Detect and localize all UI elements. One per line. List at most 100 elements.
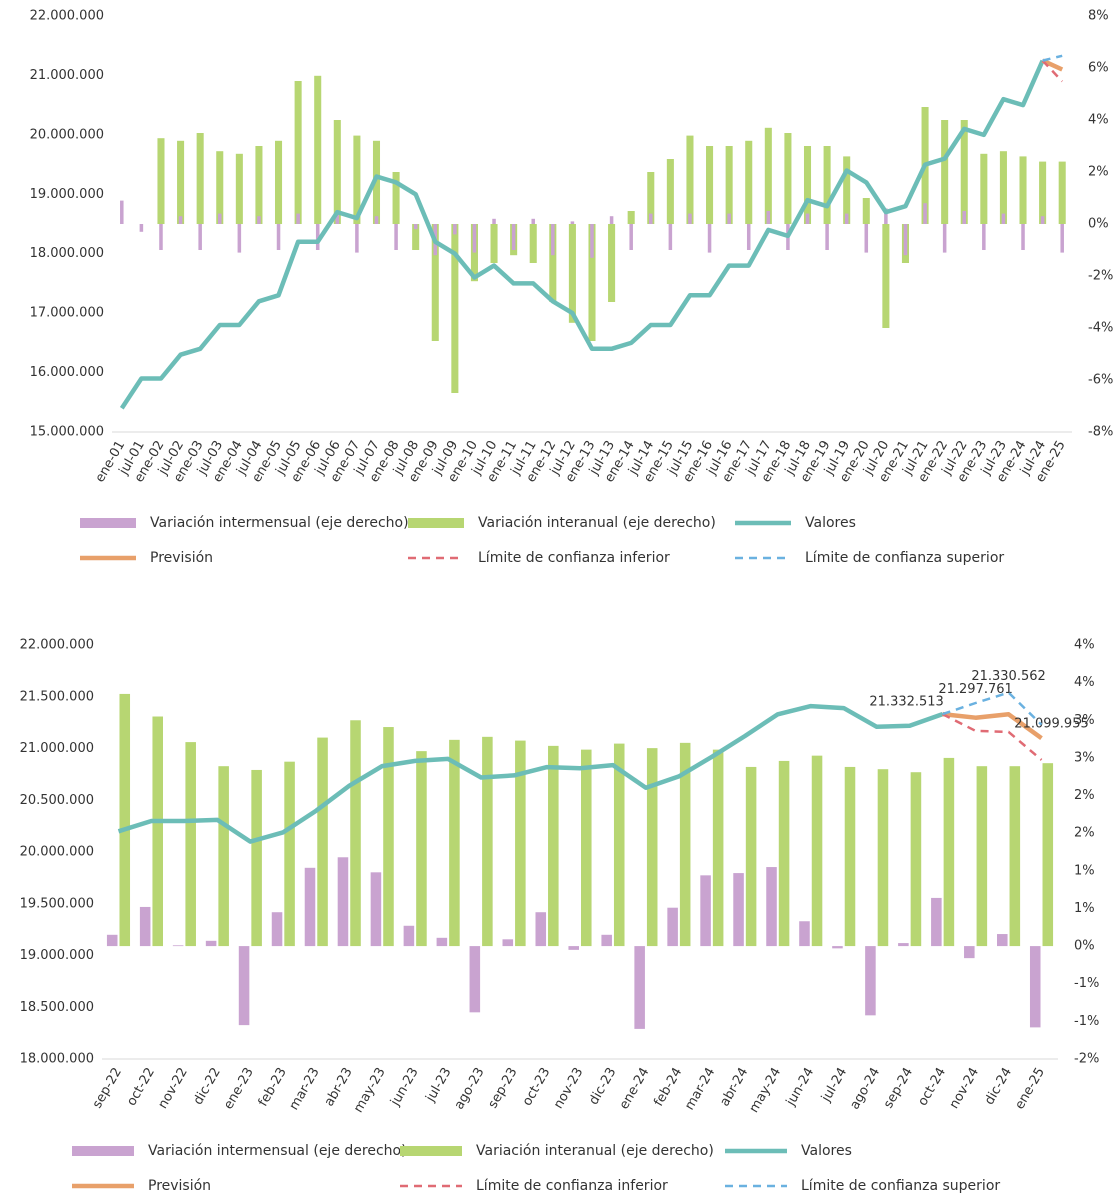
bar: [884, 208, 888, 224]
legend-label: Variación interanual (eje derecho): [478, 515, 716, 531]
bar: [294, 81, 302, 224]
bar: [568, 946, 579, 950]
y-tick-label: 21.000.000: [30, 68, 104, 83]
bar: [139, 224, 144, 232]
y-tick-label: 18.500.000: [20, 1000, 94, 1015]
bar: [864, 224, 869, 253]
bar: [964, 946, 975, 959]
y2-tick-label: 2%: [1088, 165, 1109, 180]
bar: [799, 921, 810, 947]
bar: [825, 224, 829, 250]
bar: [315, 224, 320, 250]
bar: [120, 200, 124, 224]
y-tick-label: 19.500.000: [20, 896, 94, 911]
bar: [492, 218, 496, 224]
bar: [629, 224, 633, 250]
y2-tick-label: 4%: [1074, 638, 1095, 653]
bar: [941, 120, 949, 224]
bar: [453, 224, 457, 235]
bar: [634, 946, 645, 1029]
bar: [413, 224, 418, 230]
line: [119, 59, 1045, 410]
y2-tick-label: 6%: [1088, 61, 1109, 76]
bar: [139, 906, 151, 947]
bar: [412, 224, 420, 250]
bar: [997, 934, 1008, 947]
bar: [296, 213, 300, 224]
bar: [196, 133, 204, 224]
bar: [746, 224, 751, 250]
bar: [745, 140, 753, 224]
y2-tick-label: -4%: [1088, 321, 1113, 336]
x-tick-label: abr-23: [322, 1065, 356, 1109]
y-tick-label: 18.000.000: [30, 246, 104, 261]
bar: [706, 146, 714, 224]
bar: [119, 693, 131, 947]
bar: [733, 873, 744, 947]
y-tick-label: 15.000.000: [30, 425, 104, 440]
bar: [276, 224, 281, 250]
data-label: 21.332.513: [869, 695, 943, 710]
y-tick-label: 21.000.000: [20, 741, 94, 756]
x-tick-label: ene-23: [221, 1065, 257, 1112]
bar: [449, 739, 460, 947]
legend-swatch: [80, 518, 136, 528]
bar: [383, 727, 394, 947]
bar: [903, 224, 908, 256]
bar: [251, 769, 262, 947]
bar: [511, 224, 516, 250]
bar: [531, 218, 535, 224]
y-tick-label: 20.000.000: [20, 845, 94, 860]
bar: [472, 224, 477, 253]
x-tick-label: jun-23: [388, 1065, 422, 1109]
bar: [805, 213, 810, 224]
bar: [185, 742, 196, 947]
y2-tick-label: 3%: [1074, 713, 1095, 728]
bar: [646, 748, 658, 947]
y2-tick-label: -2%: [1088, 269, 1113, 284]
chart: 18.000.000 18.500.000 19.000.000 19.500.000…: [20, 638, 1100, 1194]
bar: [1060, 224, 1064, 253]
bar: [976, 766, 988, 947]
bar: [712, 749, 724, 947]
bar: [882, 224, 890, 328]
bar: [392, 172, 400, 224]
bar: [205, 940, 217, 947]
y-tick-label: 20.000.000: [30, 127, 104, 142]
bar: [823, 146, 831, 224]
line: [942, 712, 1043, 761]
bar: [548, 745, 559, 947]
bar: [333, 120, 341, 224]
y-tick-label: 22.000.000: [30, 9, 104, 24]
bar: [627, 211, 635, 224]
bar: [570, 221, 575, 224]
bar: [469, 946, 481, 1013]
bar: [275, 140, 283, 224]
bar: [960, 120, 968, 224]
x-tick-label: jul-23: [423, 1065, 455, 1105]
bar: [314, 75, 322, 224]
bar: [217, 213, 222, 224]
legend-swatch: [400, 1146, 462, 1156]
legend-swatch: [408, 518, 464, 528]
y2-tick-label: 2%: [1074, 788, 1095, 803]
bar: [666, 159, 674, 224]
y-tick-label: 19.000.000: [20, 948, 94, 963]
y-tick-label: 16.000.000: [30, 365, 104, 380]
y2-tick-label: 0%: [1074, 939, 1095, 954]
bar: [451, 224, 459, 393]
bar: [549, 224, 557, 302]
bar: [910, 772, 922, 947]
bar: [106, 934, 118, 947]
x-tick-label: sep-24: [881, 1065, 916, 1111]
bar: [601, 934, 612, 947]
bar: [811, 755, 823, 947]
bar: [337, 857, 349, 947]
x-tick-label: jul-24: [818, 1065, 850, 1105]
bar: [727, 213, 731, 224]
bar: [304, 867, 316, 947]
x-tick-label: mar-23: [287, 1065, 323, 1113]
bar: [982, 224, 986, 250]
bar: [502, 939, 514, 947]
x-tick-label: nov-23: [551, 1065, 586, 1111]
